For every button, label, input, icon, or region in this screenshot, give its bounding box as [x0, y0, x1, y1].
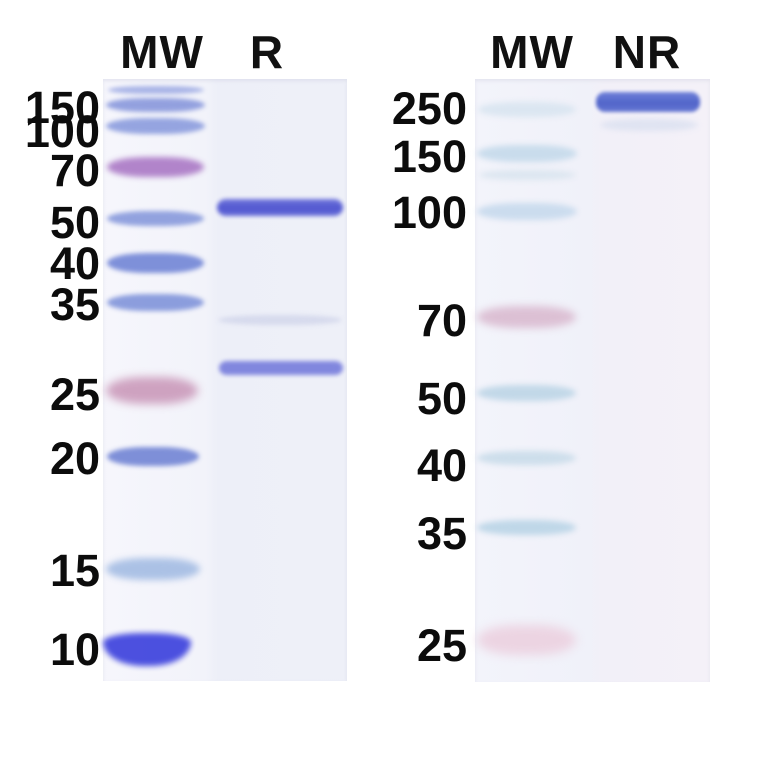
left-ladder-band-150: [106, 98, 205, 112]
left-ladder-band-top: [108, 86, 204, 94]
left-ladder-band-25: [106, 377, 198, 404]
left-mw-label-15: 15: [49, 545, 100, 596]
left-ladder-band-10: [103, 633, 191, 666]
right-ladder-band-150: [477, 145, 577, 162]
left-sample-band-heavy: [217, 199, 343, 216]
left-mw-label-50: 50: [49, 197, 100, 248]
right-mw-label-250: 250: [391, 83, 467, 134]
right-lane-header-mw: MW: [490, 26, 574, 78]
right-ladder-band-35: [477, 520, 576, 535]
left-lane-header-r: R: [249, 26, 285, 78]
left-lane-header-mw: MW: [120, 26, 204, 78]
right-ladder-band-25: [477, 625, 576, 655]
right-sample-band-shadow: [600, 119, 698, 131]
right-lane-header-nr: NR: [612, 26, 682, 78]
right-sample-band-main: [596, 92, 700, 112]
right-ladder-band-50: [477, 385, 576, 401]
right-mw-label-25: 25: [416, 620, 467, 671]
right-mw-label-50: 50: [416, 373, 467, 424]
left-ladder-band-50: [107, 211, 204, 226]
left-ladder-band-20: [107, 447, 199, 466]
left-ladder-band-15: [106, 558, 200, 580]
left-ladder-band-100: [106, 118, 205, 134]
right-ladder-band-70: [477, 306, 576, 328]
left-mw-label-150: 150: [24, 82, 100, 133]
left-mw-label-35: 35: [49, 279, 100, 330]
left-mw-label-100: 100: [24, 106, 100, 157]
left-sample-band-light: [219, 361, 343, 375]
left-ladder-band-70: [107, 157, 204, 177]
right-mw-label-70: 70: [416, 295, 467, 346]
right-ladder-band-100: [477, 203, 577, 220]
left-mw-label-40: 40: [49, 238, 100, 289]
left-mw-label-70: 70: [49, 145, 100, 196]
right-mw-label-40: 40: [416, 440, 467, 491]
left-ladder-band-40: [107, 253, 204, 273]
left-mw-label-25: 25: [49, 369, 100, 420]
right-mw-label-35: 35: [416, 508, 467, 559]
left-ladder-band-35: [107, 294, 204, 311]
left-mw-label-20: 20: [49, 433, 100, 484]
left-sample-band-faint: [218, 315, 342, 325]
right-mw-label-150: 150: [391, 131, 467, 182]
right-ladder-band-250: [478, 102, 576, 117]
right-mw-label-100: 100: [391, 187, 467, 238]
left-mw-label-10: 10: [49, 624, 100, 675]
right-ladder-band-sub150: [479, 170, 576, 180]
right-ladder-band-40: [477, 451, 576, 465]
